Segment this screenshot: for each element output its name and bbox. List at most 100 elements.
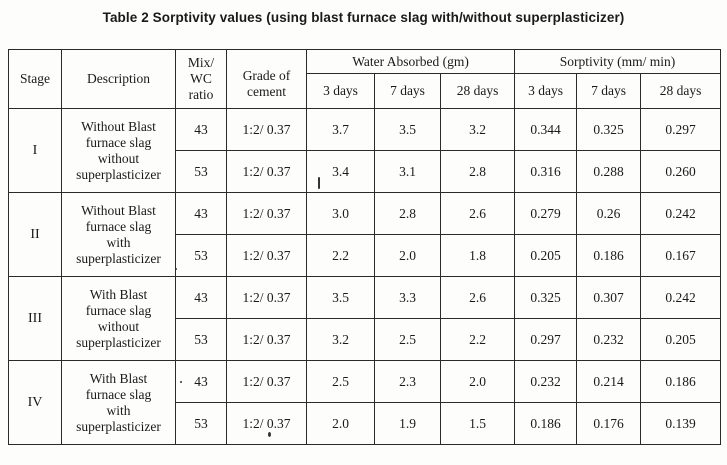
mix-cell: 1:2/ 0.37	[226, 234, 307, 277]
header-mix-line1: Mix/	[187, 55, 215, 70]
description-line: with	[106, 402, 131, 418]
header-stage: Stage	[8, 49, 62, 109]
sorptivity-3-days-cell: 0.297	[514, 318, 578, 361]
description-cell: Without Blast furnace slag with superpla…	[61, 192, 176, 277]
header-s-7-days: 7 days	[576, 73, 642, 109]
table-title: Table 2 Sorptivity values (using blast f…	[102, 10, 625, 25]
water-absorbed-28-days-cell: 3.2	[439, 108, 516, 151]
water-absorbed-7-days-cell: 3.3	[374, 276, 441, 319]
water-absorbed-3-days-cell: 3.2	[306, 318, 375, 361]
grade-cell: 53	[175, 318, 227, 361]
water-absorbed-3-days-cell: 2.0	[306, 402, 375, 445]
scan-speck	[175, 268, 177, 270]
sorptivity-28-days-cell: 0.242	[640, 276, 722, 319]
scan-speck	[180, 381, 182, 383]
description-line: superplasticizer	[76, 418, 161, 434]
header-sorptivity: Sorptivity (mm/ min)	[514, 49, 722, 74]
sorptivity-3-days-cell: 0.316	[514, 150, 578, 193]
table-header: Stage Description Mix/ WC ratio Grade of…	[8, 49, 722, 109]
description-cell: With Blast furnace slag with superplasti…	[61, 360, 176, 445]
header-mix-line2: WC	[190, 71, 212, 86]
description-line: furnace slag	[85, 386, 152, 402]
sorptivity-3-days-cell: 0.232	[514, 360, 578, 403]
water-absorbed-28-days-cell: 2.6	[439, 276, 516, 319]
description-line: furnace slag	[85, 218, 152, 234]
water-absorbed-28-days-cell: 2.6	[439, 192, 516, 235]
scan-speck	[268, 432, 271, 437]
water-absorbed-3-days-cell: 2.5	[306, 360, 375, 403]
mix-cell: 1:2/ 0.37	[226, 318, 307, 361]
header-wa-7-days: 7 days	[374, 73, 441, 109]
sorptivity-28-days-cell: 0.242	[640, 192, 722, 235]
sorptivity-7-days-cell: 0.186	[576, 234, 642, 277]
stage-cell: I	[8, 108, 62, 193]
table-row: I Without Blast furnace slag without sup…	[8, 108, 722, 193]
header-mix-line3: ratio	[188, 87, 214, 102]
water-absorbed-3-days-cell: 3.4	[306, 150, 375, 193]
stage-cell: II	[8, 192, 62, 277]
mix-cell: 1:2/ 0.37	[226, 150, 307, 193]
grade-cell: 43	[175, 192, 227, 235]
sorptivity-7-days-cell: 0.307	[576, 276, 642, 319]
water-absorbed-7-days-cell: 2.3	[374, 360, 441, 403]
grade-cell: 43	[175, 108, 227, 151]
table-row: 53 1:2/ 0.37 3.4 3.1 2.8 0.316 0.288 0.2…	[9, 150, 722, 193]
water-absorbed-7-days-cell: 1.9	[374, 402, 441, 445]
water-absorbed-3-days-cell: 3.0	[306, 192, 375, 235]
water-absorbed-3-days-cell: 2.2	[306, 234, 375, 277]
water-absorbed-7-days-cell: 2.0	[374, 234, 441, 277]
header-wa-3-days: 3 days	[306, 73, 375, 109]
description-line: furnace slag	[85, 134, 152, 150]
description-line: furnace slag	[85, 302, 152, 318]
stage-cell: IV	[8, 360, 62, 445]
mix-cell: 1:2/ 0.37	[226, 276, 307, 319]
description-line: Without Blast	[81, 202, 156, 218]
header-s-28-days: 28 days	[640, 73, 722, 109]
mix-cell: 1:2/ 0.37	[226, 360, 307, 403]
sorptivity-table: Stage Description Mix/ WC ratio Grade of…	[8, 49, 722, 445]
description-cell: Without Blast furnace slag without super…	[61, 108, 176, 193]
table-row: 53 1:2/ 0.37 3.2 2.5 2.2 0.297 0.232 0.2…	[9, 318, 722, 361]
sorptivity-28-days-cell: 0.205	[640, 318, 722, 361]
header-grade-line1: Grade of	[242, 67, 291, 83]
description-line: superplasticizer	[76, 250, 161, 266]
water-absorbed-7-days-cell: 2.8	[374, 192, 441, 235]
description-line: without	[97, 150, 140, 166]
table-row: II Without Blast furnace slag with super…	[8, 192, 722, 277]
mix-cell: 1:2/ 0.37	[226, 402, 307, 445]
sorptivity-28-days-cell: 0.297	[640, 108, 722, 151]
water-absorbed-3-days-cell: 3.7	[306, 108, 375, 151]
description-line: without	[97, 318, 140, 334]
sorptivity-28-days-cell: 0.186	[640, 360, 722, 403]
water-absorbed-28-days-cell: 1.5	[439, 402, 516, 445]
stage-cell: III	[8, 276, 62, 361]
sorptivity-28-days-cell: 0.260	[640, 150, 722, 193]
table-row: IV With Blast furnace slag with superpla…	[8, 360, 722, 445]
mix-cell: 1:2/ 0.37	[226, 108, 307, 151]
grade-cell: 43	[175, 276, 227, 319]
sorptivity-7-days-cell: 0.288	[576, 150, 642, 193]
description-line: With Blast	[89, 286, 148, 302]
table-row: 53 1:2/ 0.37 2.0 1.9 1.5 0.186 0.176 0.1…	[9, 402, 722, 445]
header-grade-line2: cement	[247, 83, 286, 99]
sorptivity-7-days-cell: 0.325	[576, 108, 642, 151]
sorptivity-3-days-cell: 0.205	[514, 234, 578, 277]
sorptivity-7-days-cell: 0.26	[576, 192, 642, 235]
water-absorbed-28-days-cell: 2.0	[439, 360, 516, 403]
sorptivity-28-days-cell: 0.139	[640, 402, 722, 445]
water-absorbed-3-days-cell: 3.5	[306, 276, 375, 319]
sorptivity-28-days-cell: 0.167	[640, 234, 722, 277]
description-cell: With Blast furnace slag without superpla…	[61, 276, 176, 361]
header-grade-of-cement: Grade of cement	[226, 49, 307, 109]
water-absorbed-7-days-cell: 3.5	[374, 108, 441, 151]
water-absorbed-28-days-cell: 2.8	[439, 150, 516, 193]
sorptivity-3-days-cell: 0.325	[514, 276, 578, 319]
grade-cell: 53	[175, 402, 227, 445]
description-line: With Blast	[89, 370, 148, 386]
table-body: I Without Blast furnace slag without sup…	[8, 108, 722, 445]
sorptivity-3-days-cell: 0.344	[514, 108, 578, 151]
sorptivity-3-days-cell: 0.279	[514, 192, 578, 235]
water-absorbed-28-days-cell: 1.8	[439, 234, 516, 277]
header-wa-28-days: 28 days	[439, 73, 516, 109]
